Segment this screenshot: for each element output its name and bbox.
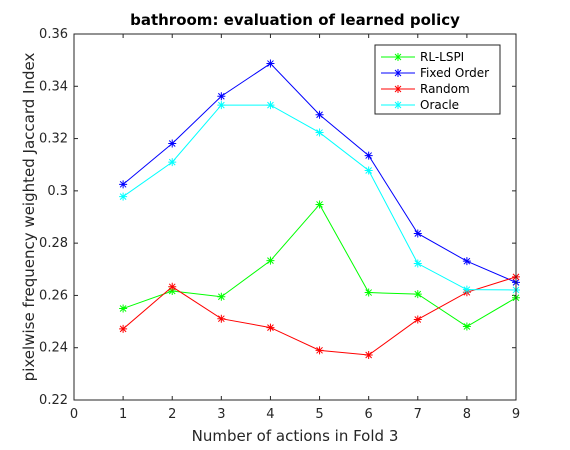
data-point-random bbox=[266, 323, 275, 332]
x-tick-label: 9 bbox=[512, 407, 520, 422]
data-point-rl-lspi bbox=[119, 304, 128, 313]
legend-item-random: Random bbox=[381, 82, 470, 96]
x-tick-label: 7 bbox=[414, 407, 422, 422]
x-tick-label: 4 bbox=[266, 407, 274, 422]
legend-marker bbox=[394, 85, 402, 93]
legend-label: Oracle bbox=[420, 98, 459, 112]
data-point-fixed-order bbox=[168, 139, 177, 148]
y-tick-label: 0.32 bbox=[39, 132, 68, 147]
data-point-rl-lspi bbox=[266, 256, 275, 265]
data-point-oracle bbox=[315, 128, 324, 137]
data-point-rl-lspi bbox=[217, 292, 226, 301]
legend-label: Random bbox=[420, 82, 470, 96]
x-tick-label: 1 bbox=[119, 407, 127, 422]
y-tick-label: 0.22 bbox=[39, 393, 68, 408]
legend-marker bbox=[394, 53, 402, 61]
data-point-oracle bbox=[119, 192, 128, 201]
data-point-random bbox=[119, 324, 128, 333]
y-axis-title: pixelwise frequency weighted Jaccard Ind… bbox=[20, 53, 38, 382]
data-point-oracle bbox=[413, 259, 422, 268]
data-point-random bbox=[364, 351, 373, 360]
data-point-random bbox=[168, 282, 177, 291]
chart-title: bathroom: evaluation of learned policy bbox=[130, 11, 460, 29]
data-point-oracle bbox=[168, 158, 177, 167]
data-point-fixed-order bbox=[364, 151, 373, 160]
legend-item-rl-lspi: RL-LSPI bbox=[381, 50, 464, 64]
legend-marker bbox=[394, 69, 402, 77]
data-point-oracle bbox=[364, 166, 373, 175]
legend: RL-LSPI Fixed Order Random Oracle bbox=[374, 44, 501, 115]
legend-item-fixed-order: Fixed Order bbox=[381, 66, 489, 80]
data-point-random bbox=[217, 314, 226, 323]
y-tick-label: 0.3 bbox=[47, 184, 68, 199]
x-tick-label: 5 bbox=[315, 407, 323, 422]
data-point-rl-lspi bbox=[315, 200, 324, 209]
y-tick-label: 0.26 bbox=[39, 288, 68, 303]
data-point-rl-lspi bbox=[413, 290, 422, 299]
legend-label: Fixed Order bbox=[420, 66, 489, 80]
data-point-oracle bbox=[462, 285, 471, 294]
data-point-oracle bbox=[217, 101, 226, 110]
data-point-rl-lspi bbox=[168, 286, 177, 295]
data-point-fixed-order bbox=[217, 92, 226, 101]
data-point-random bbox=[413, 315, 422, 324]
y-tick-label: 0.28 bbox=[39, 236, 68, 251]
x-tick-label: 8 bbox=[463, 407, 471, 422]
legend-label: RL-LSPI bbox=[420, 50, 464, 64]
y-tick-label: 0.34 bbox=[39, 79, 68, 94]
data-point-fixed-order bbox=[462, 257, 471, 266]
data-point-oracle bbox=[266, 101, 275, 110]
data-point-rl-lspi bbox=[462, 322, 471, 331]
series-layer bbox=[119, 59, 520, 360]
data-point-fixed-order bbox=[413, 229, 422, 238]
data-point-fixed-order bbox=[266, 59, 275, 68]
y-tick-label: 0.24 bbox=[39, 341, 68, 356]
data-point-random bbox=[315, 346, 324, 355]
x-axis-title: Number of actions in Fold 3 bbox=[192, 427, 399, 445]
legend-item-oracle: Oracle bbox=[381, 98, 459, 112]
x-tick-label: 6 bbox=[365, 407, 373, 422]
x-tick-label: 0 bbox=[70, 407, 78, 422]
axis-ticks: 0 1 2 3 4 5 6 7 8 9 0.22 0.24 0.26 0.28 0.3 0.32 0.34 0.3… bbox=[39, 27, 520, 422]
series-oracle bbox=[119, 101, 520, 294]
x-tick-label: 2 bbox=[168, 407, 176, 422]
legend-marker bbox=[394, 101, 402, 109]
plot-frame bbox=[73, 33, 517, 401]
data-point-rl-lspi bbox=[364, 288, 373, 297]
series-fixed-order bbox=[119, 59, 520, 287]
x-tick-label: 3 bbox=[217, 407, 225, 422]
y-tick-label: 0.36 bbox=[39, 27, 68, 42]
data-point-fixed-order bbox=[119, 180, 128, 189]
data-point-fixed-order bbox=[315, 110, 324, 119]
